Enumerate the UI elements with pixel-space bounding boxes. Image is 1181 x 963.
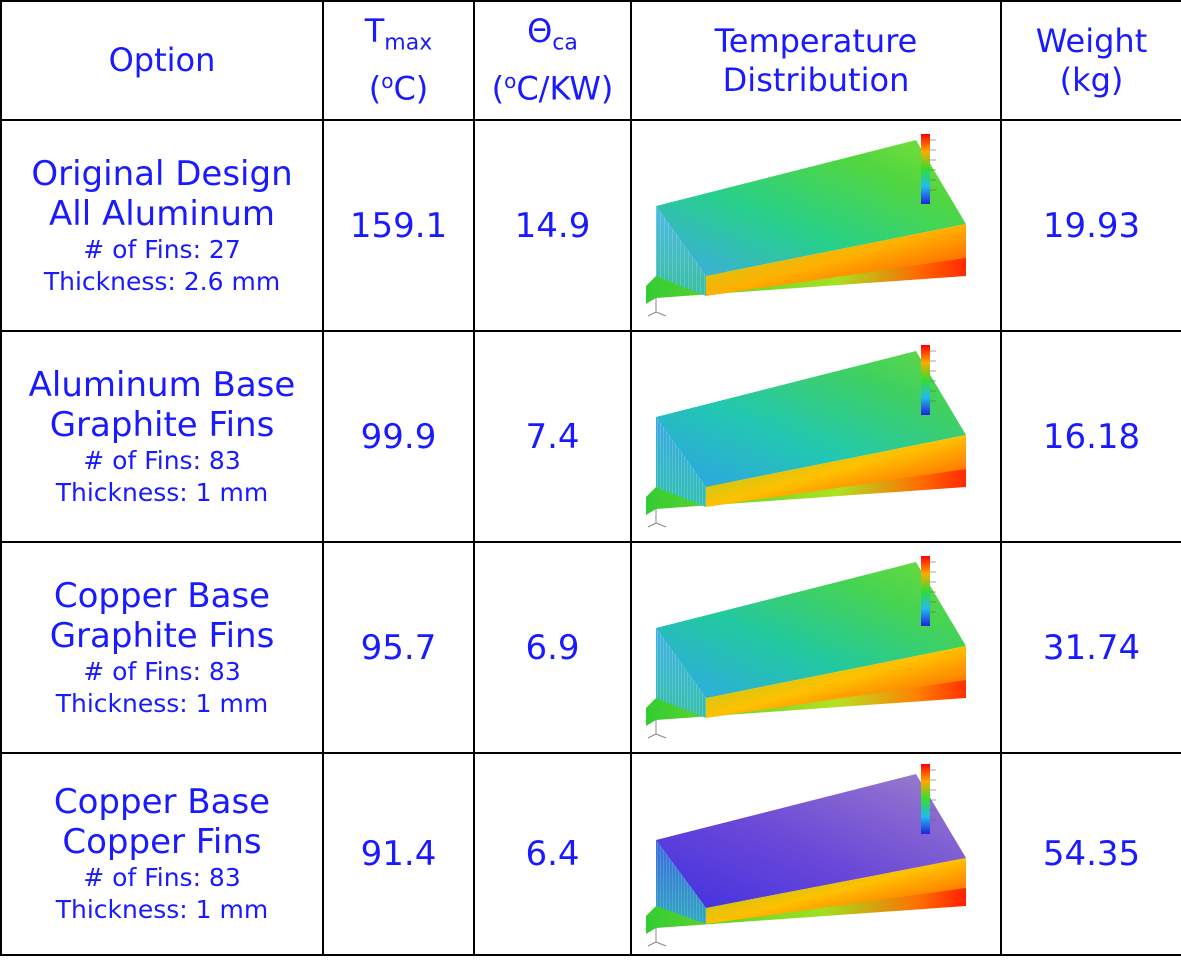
header-weight: Weight (kg) (1000, 0, 1181, 121)
theta-cell: 14.9 (473, 119, 632, 332)
tmax-cell: 95.7 (322, 541, 475, 754)
weight-cell: 16.18 (1000, 330, 1181, 543)
temperature-distribution-image (630, 119, 1002, 332)
header-temperature-distribution: Temperature Distribution (630, 0, 1002, 121)
option-fins: # of Fins: 83 (83, 445, 241, 475)
temperature-distribution-image (630, 752, 1002, 956)
table-row: Aluminum Base Graphite Fins # of Fins: 8… (0, 330, 1181, 543)
theta-cell: 6.4 (473, 752, 632, 956)
theta-unit-open: ( (491, 70, 505, 109)
option-name-line2: All Aluminum (49, 193, 275, 234)
header-option-label: Option (108, 41, 216, 79)
table-row: Original Design All Aluminum # of Fins: … (0, 119, 1181, 332)
heatsink-thermal-render (646, 344, 966, 527)
theta-cell: 7.4 (473, 330, 632, 543)
header-option: Option (0, 0, 324, 121)
option-name-line2: Graphite Fins (49, 615, 275, 656)
theta-unit-rest: C/KW) (516, 70, 614, 109)
theta-cell: 6.9 (473, 541, 632, 754)
option-cell: Original Design All Aluminum # of Fins: … (0, 119, 324, 332)
tmax-cell: 159.1 (322, 119, 475, 332)
tmax-unit-degree: o (381, 69, 394, 94)
header-tmax: Tmax (oC) (322, 0, 475, 121)
weight-cell: 19.93 (1000, 119, 1181, 332)
option-name-line1: Copper Base (53, 575, 271, 616)
temperature-distribution-image (630, 541, 1002, 754)
tmax-subscript: max (384, 30, 433, 56)
option-fins: # of Fins: 27 (83, 234, 241, 264)
header-temp-line2: Distribution (722, 60, 910, 99)
weight-cell: 54.35 (1000, 752, 1181, 956)
header-weight-line1: Weight (1035, 21, 1148, 60)
option-name-line1: Original Design (31, 153, 293, 194)
option-name-line2: Graphite Fins (49, 404, 275, 445)
option-thickness: Thickness: 1 mm (55, 895, 269, 924)
option-cell: Copper Base Copper Fins # of Fins: 83 Th… (0, 752, 324, 956)
option-name-line1: Copper Base (53, 782, 271, 822)
tmax-cell: 91.4 (322, 752, 475, 956)
theta-unit-degree: o (504, 69, 517, 94)
tmax-symbol: T (364, 11, 385, 50)
tmax-unit-rest: C) (393, 70, 429, 109)
heatsink-thermal-render (646, 133, 966, 316)
option-name-line1: Aluminum Base (28, 364, 296, 405)
theta-subscript: ca (552, 30, 578, 56)
option-cell: Aluminum Base Graphite Fins # of Fins: 8… (0, 330, 324, 543)
table-row: Copper Base Copper Fins # of Fins: 83 Th… (0, 752, 1181, 956)
temperature-distribution-image (630, 330, 1002, 543)
header-temp-line1: Temperature (714, 21, 918, 60)
option-fins: # of Fins: 83 (83, 656, 241, 686)
heatsink-thermal-render (646, 555, 966, 738)
option-thickness: Thickness: 2.6 mm (43, 266, 281, 296)
heatsink-thermal-render (646, 764, 966, 947)
option-cell: Copper Base Graphite Fins # of Fins: 83 … (0, 541, 324, 754)
header-theta: Θca (oC/KW) (473, 0, 632, 121)
header-weight-line2: (kg) (1059, 60, 1124, 99)
tmax-cell: 99.9 (322, 330, 475, 543)
theta-symbol: Θ (527, 11, 553, 50)
header-row: Option Tmax (oC) Θca (oC/KW) Temperature… (0, 0, 1181, 121)
table-row: Copper Base Graphite Fins # of Fins: 83 … (0, 541, 1181, 754)
option-thickness: Thickness: 1 mm (55, 477, 269, 507)
tmax-unit-open: ( (368, 70, 382, 109)
option-fins: # of Fins: 83 (83, 863, 241, 892)
option-thickness: Thickness: 1 mm (55, 688, 269, 718)
option-name-line2: Copper Fins (62, 822, 262, 862)
weight-cell: 31.74 (1000, 541, 1181, 754)
